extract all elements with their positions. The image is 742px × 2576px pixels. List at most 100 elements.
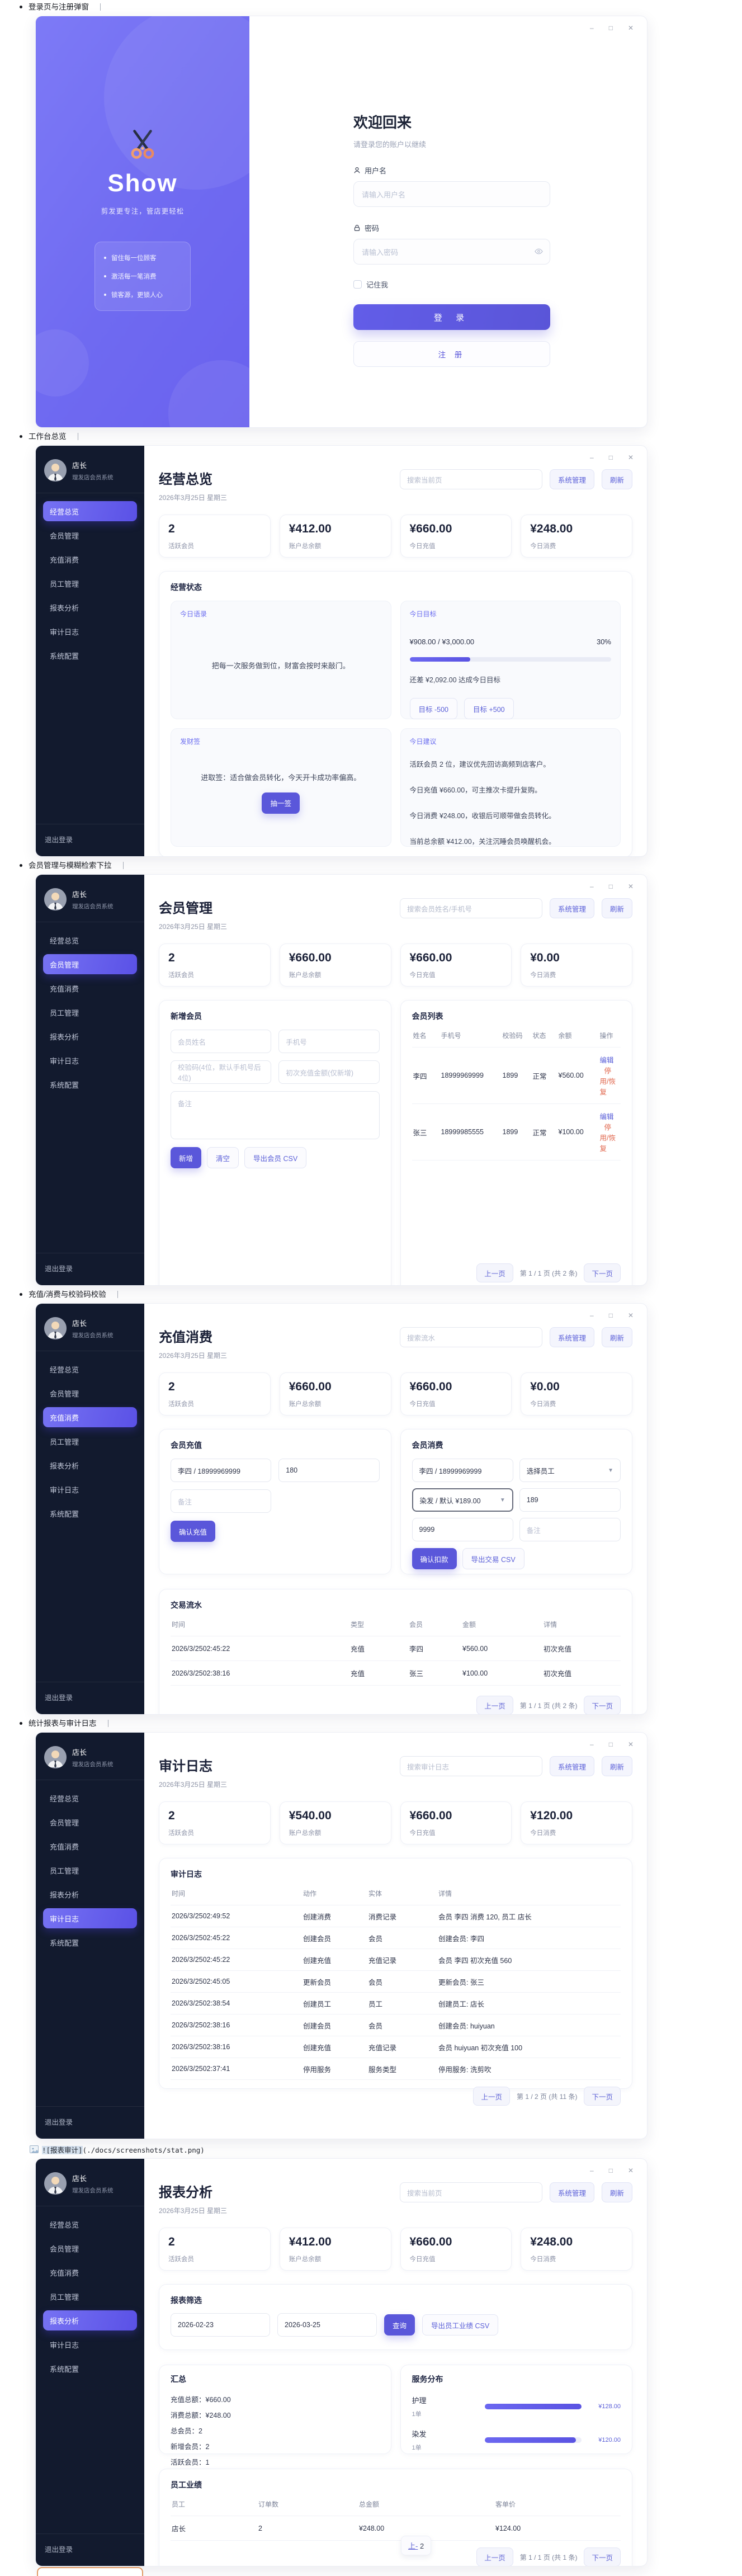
member-name-input[interactable]: 会员姓名 <box>171 1030 272 1053</box>
logout-button[interactable]: 退出登录 <box>36 824 144 856</box>
sidebar-item[interactable]: 经营总览 <box>50 936 79 945</box>
sidebar-item[interactable]: 审计日志 <box>50 2341 79 2349</box>
maximize-button[interactable]: □ <box>608 2167 613 2174</box>
sidebar-item[interactable]: 充值消费 <box>50 2268 79 2277</box>
maximize-button[interactable]: □ <box>608 24 613 32</box>
consume-note-input[interactable]: 备注 <box>519 1518 621 1541</box>
password-input[interactable]: 请输入密码 <box>353 239 550 265</box>
prev-page-button[interactable]: 上一页 <box>476 1263 513 1282</box>
minimize-button[interactable]: – <box>590 883 594 890</box>
sidebar-item[interactable]: 报表分析 <box>50 1461 79 1470</box>
next-page-button[interactable]: 下一页 <box>584 1696 621 1714</box>
search-input[interactable]: 搜索流水 <box>399 1327 542 1347</box>
goal-plus-button[interactable]: 目标 +500 <box>464 698 514 719</box>
date-from-input[interactable]: 2026-02-23 <box>171 2313 270 2337</box>
minimize-button[interactable]: – <box>590 24 594 32</box>
close-button[interactable]: ✕ <box>627 1740 634 1748</box>
system-manage-button[interactable]: 系统管理 <box>549 898 594 918</box>
system-manage-button[interactable]: 系统管理 <box>549 469 594 489</box>
search-input[interactable]: 搜索审计日志 <box>399 1756 542 1776</box>
minimize-button[interactable]: – <box>590 454 594 461</box>
sidebar-item[interactable]: 员工管理 <box>50 2292 79 2301</box>
sidebar-item[interactable]: 会员管理 <box>50 1818 79 1827</box>
prev-page-button[interactable]: 上一页 <box>476 2547 513 2566</box>
login-button[interactable]: 登 录 <box>353 304 550 330</box>
prev-page-button[interactable]: 上一页 <box>476 1696 513 1714</box>
disable-restore-link[interactable]: 停用/恢复 <box>599 1124 616 1153</box>
export-members-button[interactable]: 导出会员 CSV <box>244 1147 307 1168</box>
sidebar-item[interactable]: 员工管理 <box>50 579 79 588</box>
member-code-input[interactable]: 校验码(4位，默认手机号后4位) <box>171 1060 272 1084</box>
sidebar-item[interactable]: 报表分析 <box>43 2310 137 2330</box>
edit-link[interactable]: 编辑 <box>599 1113 614 1121</box>
system-manage-button[interactable]: 系统管理 <box>549 1327 594 1347</box>
register-button[interactable]: 注 册 <box>353 341 550 367</box>
sidebar-item[interactable]: 系统配置 <box>50 652 79 660</box>
member-phone-input[interactable]: 手机号 <box>278 1030 380 1053</box>
close-button[interactable]: ✕ <box>627 883 634 890</box>
sidebar-item[interactable]: 审计日志 <box>50 628 79 636</box>
sidebar-item[interactable]: 充值消费 <box>50 1842 79 1851</box>
sidebar-item[interactable]: 充值消费 <box>50 555 79 564</box>
search-input[interactable]: 搜索会员姓名/手机号 <box>399 898 542 918</box>
next-page-button[interactable]: 下一页 <box>584 2547 621 2566</box>
prev-page-button[interactable]: 上一页 <box>473 2087 510 2106</box>
close-button[interactable]: ✕ <box>627 1311 634 1319</box>
sidebar-item[interactable]: 充值消费 <box>50 984 79 993</box>
close-button[interactable]: ✕ <box>627 24 634 32</box>
system-manage-button[interactable]: 系统管理 <box>549 2182 594 2202</box>
sidebar-item[interactable]: 系统配置 <box>50 1509 79 1518</box>
consume-member-input[interactable]: 李四 / 18999969999 <box>412 1459 513 1482</box>
sidebar-item[interactable]: 报表分析 <box>50 1032 79 1041</box>
clear-button[interactable]: 清空 <box>207 1147 239 1168</box>
sidebar-item[interactable]: 审计日志 <box>50 1056 79 1065</box>
maximize-button[interactable]: □ <box>608 1311 613 1319</box>
topup-member-input[interactable]: 李四 / 18999969999 <box>171 1459 272 1482</box>
date-to-input[interactable]: 2026-03-25 <box>277 2313 377 2337</box>
add-member-button[interactable]: 新增 <box>171 1147 202 1168</box>
maximize-button[interactable]: □ <box>608 454 613 461</box>
sidebar-item[interactable]: 员工管理 <box>50 1008 79 1017</box>
sidebar-item[interactable]: 系统配置 <box>50 1938 79 1947</box>
refresh-button[interactable]: 刷新 <box>601 898 632 918</box>
sidebar-item[interactable]: 报表分析 <box>50 603 79 612</box>
logout-button[interactable]: 退出登录 <box>36 2106 144 2139</box>
minimize-button[interactable]: – <box>590 1311 594 1319</box>
refresh-button[interactable]: 刷新 <box>601 2182 632 2202</box>
refresh-button[interactable]: 刷新 <box>601 1756 632 1776</box>
refresh-button[interactable]: 刷新 <box>601 469 632 489</box>
sidebar-item[interactable]: 系统配置 <box>50 2365 79 2374</box>
export-transactions-button[interactable]: 导出交易 CSV <box>462 1548 524 1569</box>
topup-amount-input[interactable]: 180 <box>278 1459 380 1482</box>
sidebar-item[interactable]: 经营总览 <box>43 501 137 521</box>
goal-minus-button[interactable]: 目标 -500 <box>409 698 457 719</box>
sidebar-item[interactable]: 经营总览 <box>50 1794 79 1803</box>
confirm-consume-button[interactable]: 确认扣款 <box>412 1548 457 1569</box>
refresh-button[interactable]: 刷新 <box>601 1327 632 1347</box>
close-button[interactable]: ✕ <box>627 2167 634 2174</box>
minimize-button[interactable]: – <box>590 2167 594 2174</box>
draw-fortune-button[interactable]: 抽一签 <box>262 792 300 814</box>
sidebar-item[interactable]: 员工管理 <box>50 1437 79 1446</box>
sidebar-item[interactable]: 审计日志 <box>50 1485 79 1494</box>
sidebar-item[interactable]: 会员管理 <box>50 1389 79 1398</box>
staff-select[interactable]: 选择员工 ▼ <box>519 1459 621 1482</box>
maximize-button[interactable]: □ <box>608 1740 613 1748</box>
sidebar-item[interactable]: 经营总览 <box>50 1365 79 1374</box>
sidebar-item[interactable]: 会员管理 <box>50 2244 79 2253</box>
member-first-topup-input[interactable]: 初次充值金额(仅新增) <box>278 1060 380 1084</box>
eye-icon[interactable] <box>535 247 543 257</box>
sidebar-item[interactable]: 经营总览 <box>50 2220 79 2229</box>
minimize-button[interactable]: – <box>590 1740 594 1748</box>
system-manage-button[interactable]: 系统管理 <box>549 1756 594 1776</box>
edit-link[interactable]: 编辑 <box>599 1056 614 1064</box>
sidebar-item[interactable]: 员工管理 <box>50 1866 79 1875</box>
topup-note-input[interactable]: 备注 <box>171 1489 272 1513</box>
consume-amount-input[interactable]: 189 <box>519 1488 621 1512</box>
sidebar-item[interactable]: 审计日志 <box>43 1908 137 1928</box>
logout-button[interactable]: 退出登录 <box>36 1682 144 1714</box>
logout-button[interactable]: 退出登录 <box>36 1253 144 1285</box>
member-note-input[interactable]: 备注 <box>171 1091 380 1139</box>
sidebar-item[interactable]: 会员管理 <box>43 954 137 974</box>
confirm-topup-button[interactable]: 确认充值 <box>171 1521 216 1542</box>
